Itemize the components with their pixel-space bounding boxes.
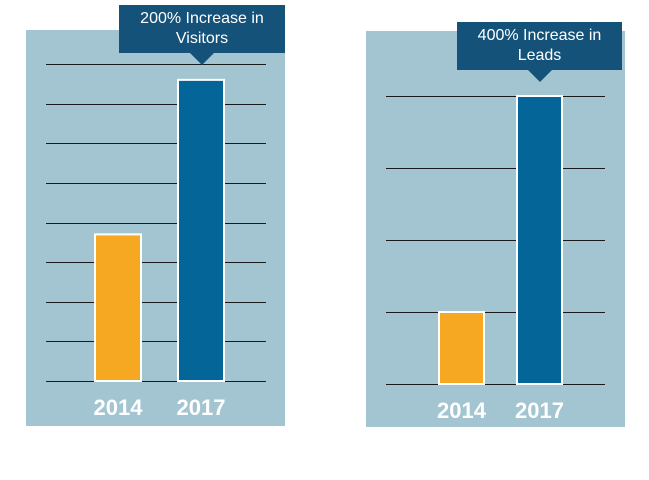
leads-bar-2014 <box>438 311 485 385</box>
leads-callout: 400% Increase in Leads <box>457 22 622 82</box>
leads-callout-text: 400% Increase in Leads <box>477 27 602 64</box>
visitors-tick-label-2017: 2017 <box>177 395 226 420</box>
visitors-callout-text: 200% Increase in Visitors <box>140 10 264 47</box>
visitors-tick-label-2014: 2014 <box>94 395 144 420</box>
chart-panel-visitors: 2014 2017 <box>26 30 285 426</box>
visitors-bar-2017 <box>177 78 225 382</box>
leads-bar-chart: 2014 2017 <box>386 95 605 423</box>
visitors-bar-chart: 2014 2017 <box>46 64 266 420</box>
leads-bar-2017 <box>516 95 563 385</box>
chart-panel-leads: 2014 2017 <box>366 31 625 427</box>
visitors-bar-2014 <box>94 233 142 382</box>
leads-tick-label-2017: 2017 <box>515 398 564 423</box>
leads-tick-label-2014: 2014 <box>437 398 487 423</box>
visitors-callout: 200% Increase in Visitors <box>119 5 285 65</box>
